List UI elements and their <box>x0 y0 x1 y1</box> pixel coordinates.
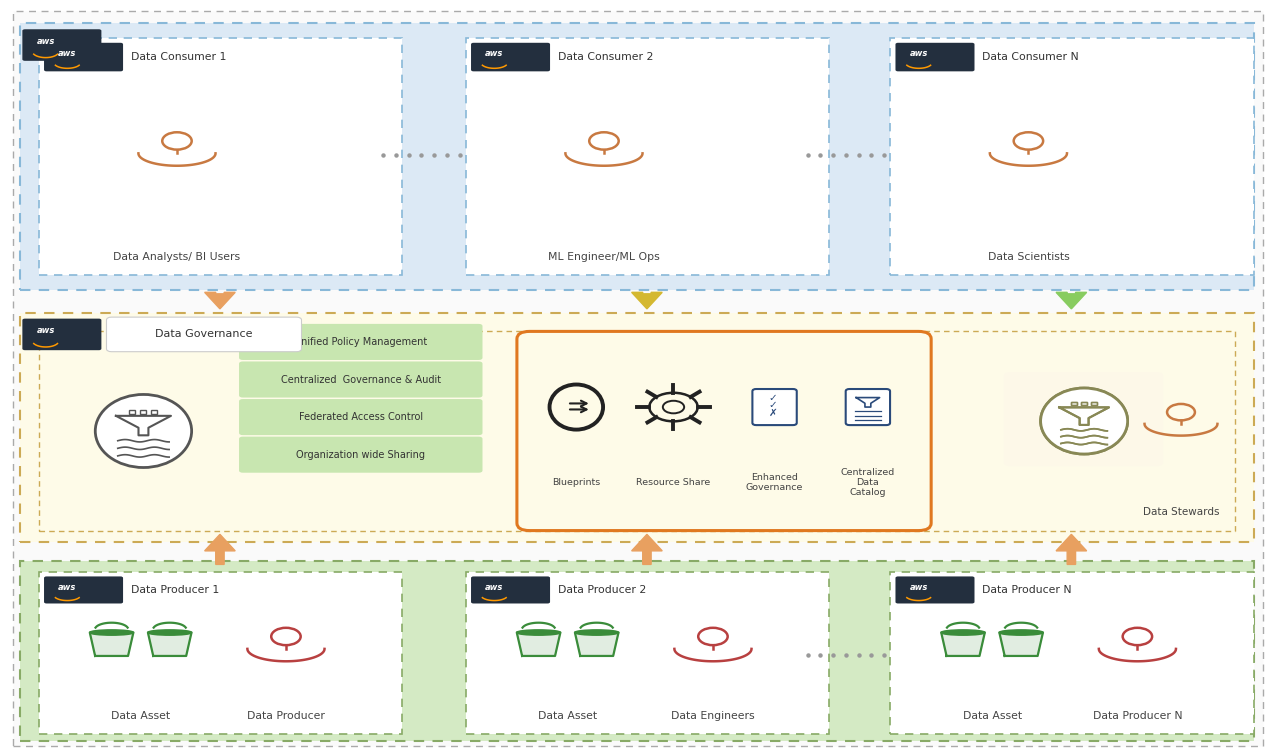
Text: aws: aws <box>485 50 504 59</box>
Text: Centralized  Governance & Audit: Centralized Governance & Audit <box>281 374 440 385</box>
FancyBboxPatch shape <box>471 577 550 603</box>
FancyBboxPatch shape <box>846 389 891 425</box>
Polygon shape <box>517 633 560 656</box>
Text: Resource Share: Resource Share <box>637 478 711 487</box>
Text: Centralized
Data
Catalog: Centralized Data Catalog <box>841 468 894 498</box>
Ellipse shape <box>575 630 619 635</box>
FancyBboxPatch shape <box>239 324 482 360</box>
Text: Data Stewards: Data Stewards <box>1143 507 1220 517</box>
Text: aws: aws <box>910 583 928 592</box>
FancyBboxPatch shape <box>20 23 1253 290</box>
Text: Data Producer N: Data Producer N <box>1092 712 1182 721</box>
Bar <box>1091 402 1096 405</box>
Bar <box>140 410 147 413</box>
Ellipse shape <box>96 395 191 468</box>
Polygon shape <box>89 633 134 656</box>
Text: Data Producer 1: Data Producer 1 <box>130 585 219 595</box>
FancyBboxPatch shape <box>40 38 402 275</box>
FancyBboxPatch shape <box>517 331 931 531</box>
Text: ✓: ✓ <box>768 393 777 403</box>
Text: Data Consumer 2: Data Consumer 2 <box>558 52 653 62</box>
Text: Data Producer N: Data Producer N <box>983 585 1072 595</box>
Text: ✗: ✗ <box>768 408 777 419</box>
Text: Data Asset: Data Asset <box>538 712 597 721</box>
FancyBboxPatch shape <box>239 437 482 473</box>
FancyArrow shape <box>1057 292 1087 309</box>
FancyArrow shape <box>632 535 662 565</box>
Text: ✓: ✓ <box>768 401 777 410</box>
FancyBboxPatch shape <box>896 577 975 603</box>
Bar <box>1091 402 1096 405</box>
Polygon shape <box>575 633 619 656</box>
Bar <box>1081 402 1087 405</box>
Text: Data Analysts/ BI Users: Data Analysts/ BI Users <box>114 252 241 261</box>
FancyBboxPatch shape <box>20 312 1253 542</box>
FancyBboxPatch shape <box>466 38 829 275</box>
FancyArrow shape <box>204 535 235 565</box>
FancyBboxPatch shape <box>1004 372 1164 466</box>
Text: Data Producer: Data Producer <box>248 712 325 721</box>
Ellipse shape <box>517 630 560 635</box>
Text: aws: aws <box>37 327 55 336</box>
Ellipse shape <box>148 630 191 635</box>
FancyBboxPatch shape <box>466 572 829 733</box>
FancyArrow shape <box>204 292 235 309</box>
Bar <box>1081 402 1087 405</box>
FancyBboxPatch shape <box>23 319 101 350</box>
Text: Data Consumer N: Data Consumer N <box>983 52 1079 62</box>
Ellipse shape <box>89 630 134 635</box>
Text: aws: aws <box>59 50 77 59</box>
Text: Unified Policy Management: Unified Policy Management <box>295 337 427 347</box>
FancyBboxPatch shape <box>239 361 482 398</box>
FancyBboxPatch shape <box>471 43 550 72</box>
Text: Data Scientists: Data Scientists <box>988 252 1069 261</box>
Ellipse shape <box>999 630 1042 635</box>
FancyBboxPatch shape <box>239 399 482 435</box>
Text: Blueprints: Blueprints <box>553 478 601 487</box>
FancyArrow shape <box>632 292 662 309</box>
Text: Organization wide Sharing: Organization wide Sharing <box>296 450 425 459</box>
Bar <box>1071 402 1077 405</box>
Text: Data Producer 2: Data Producer 2 <box>558 585 646 595</box>
FancyBboxPatch shape <box>40 572 402 733</box>
Text: Data Governance: Data Governance <box>154 329 253 340</box>
Text: Enhanced
Governance: Enhanced Governance <box>746 473 804 492</box>
Text: aws: aws <box>37 37 55 46</box>
FancyBboxPatch shape <box>45 577 122 603</box>
Text: Data Consumer 1: Data Consumer 1 <box>130 52 226 62</box>
FancyBboxPatch shape <box>106 317 301 352</box>
FancyBboxPatch shape <box>23 29 101 61</box>
Text: aws: aws <box>59 583 77 592</box>
Text: Data Engineers: Data Engineers <box>671 712 755 721</box>
Ellipse shape <box>1041 388 1128 454</box>
Ellipse shape <box>1041 388 1128 454</box>
Text: ML Engineer/ML Ops: ML Engineer/ML Ops <box>549 252 660 261</box>
Bar <box>151 410 157 413</box>
Ellipse shape <box>942 630 985 635</box>
FancyBboxPatch shape <box>891 38 1253 275</box>
Bar <box>129 410 135 413</box>
Polygon shape <box>942 633 985 656</box>
FancyBboxPatch shape <box>20 561 1253 741</box>
Text: aws: aws <box>910 50 928 59</box>
FancyArrow shape <box>1057 535 1087 565</box>
FancyBboxPatch shape <box>45 43 122 72</box>
Polygon shape <box>148 633 191 656</box>
Bar <box>1071 402 1077 405</box>
Text: Data Asset: Data Asset <box>962 712 1022 721</box>
Text: Data Asset: Data Asset <box>111 712 170 721</box>
Polygon shape <box>999 633 1042 656</box>
FancyBboxPatch shape <box>14 11 1262 746</box>
Text: aws: aws <box>485 583 504 592</box>
FancyBboxPatch shape <box>891 572 1253 733</box>
Text: Federated Access Control: Federated Access Control <box>299 412 422 422</box>
FancyBboxPatch shape <box>896 43 975 72</box>
FancyBboxPatch shape <box>753 389 796 425</box>
